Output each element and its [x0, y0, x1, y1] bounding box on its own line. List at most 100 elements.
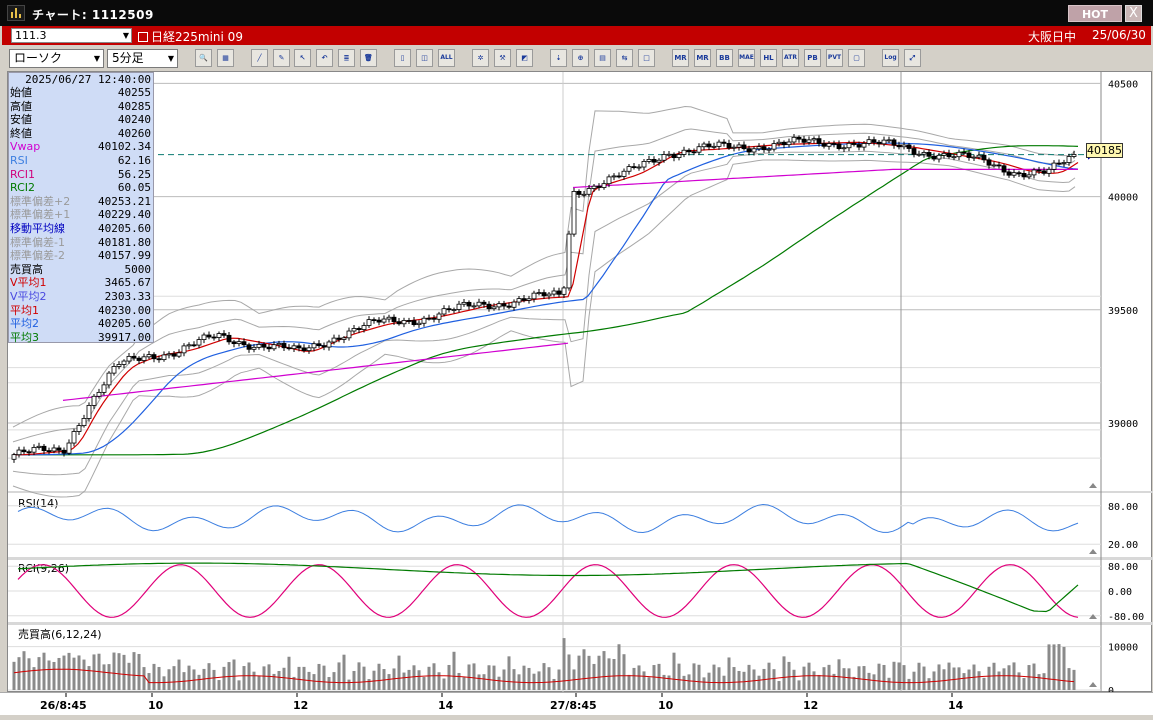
- chevron-down-icon[interactable]: ▼: [167, 54, 174, 63]
- candle-body: [161, 354, 167, 361]
- data-row-value: 40102.34: [98, 140, 151, 154]
- candle-body: [1026, 174, 1032, 178]
- volume-bar: [742, 671, 746, 690]
- volume-bar: [612, 658, 616, 690]
- data-row-value: 40285: [117, 99, 151, 113]
- cursor-icon[interactable]: ↖: [294, 49, 311, 67]
- rci-tick-label: -80.00: [1108, 612, 1144, 623]
- volume-bar: [892, 661, 896, 690]
- candle-body: [331, 337, 337, 343]
- volume-bar: [917, 662, 921, 690]
- tool-icon[interactable]: ⚒: [494, 49, 511, 67]
- undo-icon[interactable]: ↶: [316, 49, 333, 67]
- draw-line-icon[interactable]: ╱: [251, 49, 268, 67]
- volume-bar: [292, 676, 296, 690]
- candle-body: [776, 141, 782, 145]
- volume-bar: [287, 656, 291, 690]
- volume-bar: [222, 666, 226, 690]
- bollinger-band-line: [12, 128, 1076, 443]
- candle-body: [601, 183, 607, 188]
- indicator-pnf-button[interactable]: PB: [804, 49, 821, 67]
- rci-tick-label: 80.00: [1108, 562, 1138, 573]
- volume-bar: [362, 666, 366, 690]
- color-icon[interactable]: ◩: [516, 49, 533, 67]
- compare-icon[interactable]: ⇆: [616, 49, 633, 67]
- save-icon[interactable]: ⇣: [550, 49, 567, 67]
- volume-bar: [137, 653, 141, 690]
- scroll-arrow-icon: [1089, 549, 1097, 554]
- close-icon[interactable]: X: [1125, 5, 1142, 22]
- volume-bar: [552, 678, 556, 690]
- indicator-mr2-button[interactable]: MR: [694, 49, 711, 67]
- volume-bar: [927, 678, 931, 690]
- volume-bar: [967, 669, 971, 690]
- interval-select[interactable]: 5分足 ▼: [107, 49, 178, 68]
- candle-body: [566, 233, 572, 289]
- chart-area[interactable]: 40500 40000 39500 39000 RSI(14) 80.00 20.00 RCI…: [7, 71, 1153, 693]
- candle-body: [691, 151, 697, 154]
- volume-bar: [677, 663, 681, 690]
- candle-body: [131, 355, 137, 359]
- volume-bar: [147, 673, 151, 690]
- volume-bar: [27, 658, 31, 690]
- candle-body: [351, 328, 357, 332]
- candle-body: [246, 344, 252, 350]
- candle-body: [436, 313, 442, 320]
- indicator-box-button[interactable]: ▢: [848, 49, 865, 67]
- grid-icon[interactable]: ▤: [594, 49, 611, 67]
- all-button[interactable]: ALL: [438, 49, 455, 67]
- data-row: V平均1 3465.67: [9, 276, 153, 290]
- indicator-hl-button[interactable]: HL: [760, 49, 777, 67]
- chart-style-select[interactable]: ローソク ▼: [9, 49, 104, 68]
- indicator-atr-button[interactable]: ATR: [782, 49, 799, 67]
- volume-bar: [747, 664, 751, 690]
- candle-icon[interactable]: ▯: [394, 49, 411, 67]
- data-row-value: 56.25: [117, 167, 151, 181]
- indicator-bb-button[interactable]: BB: [716, 49, 733, 67]
- indicator-pvt-button[interactable]: PVT: [826, 49, 843, 67]
- candle-body: [426, 317, 432, 320]
- data-row: 平均2 40205.60: [9, 317, 153, 331]
- volume-bar: [42, 652, 46, 690]
- candle-body: [641, 161, 647, 168]
- indicator-mae-button[interactable]: MAE: [738, 49, 755, 67]
- data-row: RCI2 60.05: [9, 181, 153, 195]
- chevron-down-icon[interactable]: ▼: [93, 54, 100, 63]
- candle-body: [26, 451, 32, 454]
- zoom-icon[interactable]: 🔍: [195, 49, 212, 67]
- expand-icon[interactable]: ⤢: [904, 49, 921, 67]
- trash-icon[interactable]: 🗑: [360, 49, 377, 67]
- volume-bar: [272, 673, 276, 690]
- candle-body: [921, 152, 927, 155]
- settings-icon[interactable]: ✲: [472, 49, 489, 67]
- candle-body: [706, 143, 712, 148]
- data-row: 高値 40285: [9, 100, 153, 114]
- candle-body: [456, 303, 462, 310]
- memo-icon[interactable]: ≣: [338, 49, 355, 67]
- x-tick-label: 12: [803, 699, 818, 712]
- candle-body: [276, 343, 282, 346]
- indicator-mr-button[interactable]: MR: [672, 49, 689, 67]
- candle-body: [756, 146, 762, 150]
- log-button[interactable]: Log: [882, 49, 899, 67]
- candle-body: [816, 138, 822, 144]
- code-input[interactable]: 111.3 ▼: [11, 28, 132, 43]
- volume-bar: [417, 670, 421, 690]
- candle-body: [551, 290, 557, 295]
- volume-bar: [312, 674, 316, 690]
- table-icon[interactable]: ▦: [217, 49, 234, 67]
- disabled-icon[interactable]: □: [638, 49, 655, 67]
- hot-button[interactable]: HOT: [1068, 5, 1122, 22]
- candle-select-icon[interactable]: ◫: [416, 49, 433, 67]
- candle-body: [811, 138, 817, 141]
- candle-body: [186, 344, 192, 347]
- search-icon[interactable]: ⊕: [572, 49, 589, 67]
- checkbox-icon[interactable]: [138, 32, 148, 42]
- volume-bar: [297, 666, 301, 690]
- candle-body: [461, 301, 467, 305]
- chevron-down-icon[interactable]: ▼: [122, 31, 129, 40]
- volume-bar: [407, 669, 411, 690]
- candle-body: [831, 143, 837, 145]
- draw-icon[interactable]: ✎: [273, 49, 290, 67]
- candle-body: [326, 341, 332, 348]
